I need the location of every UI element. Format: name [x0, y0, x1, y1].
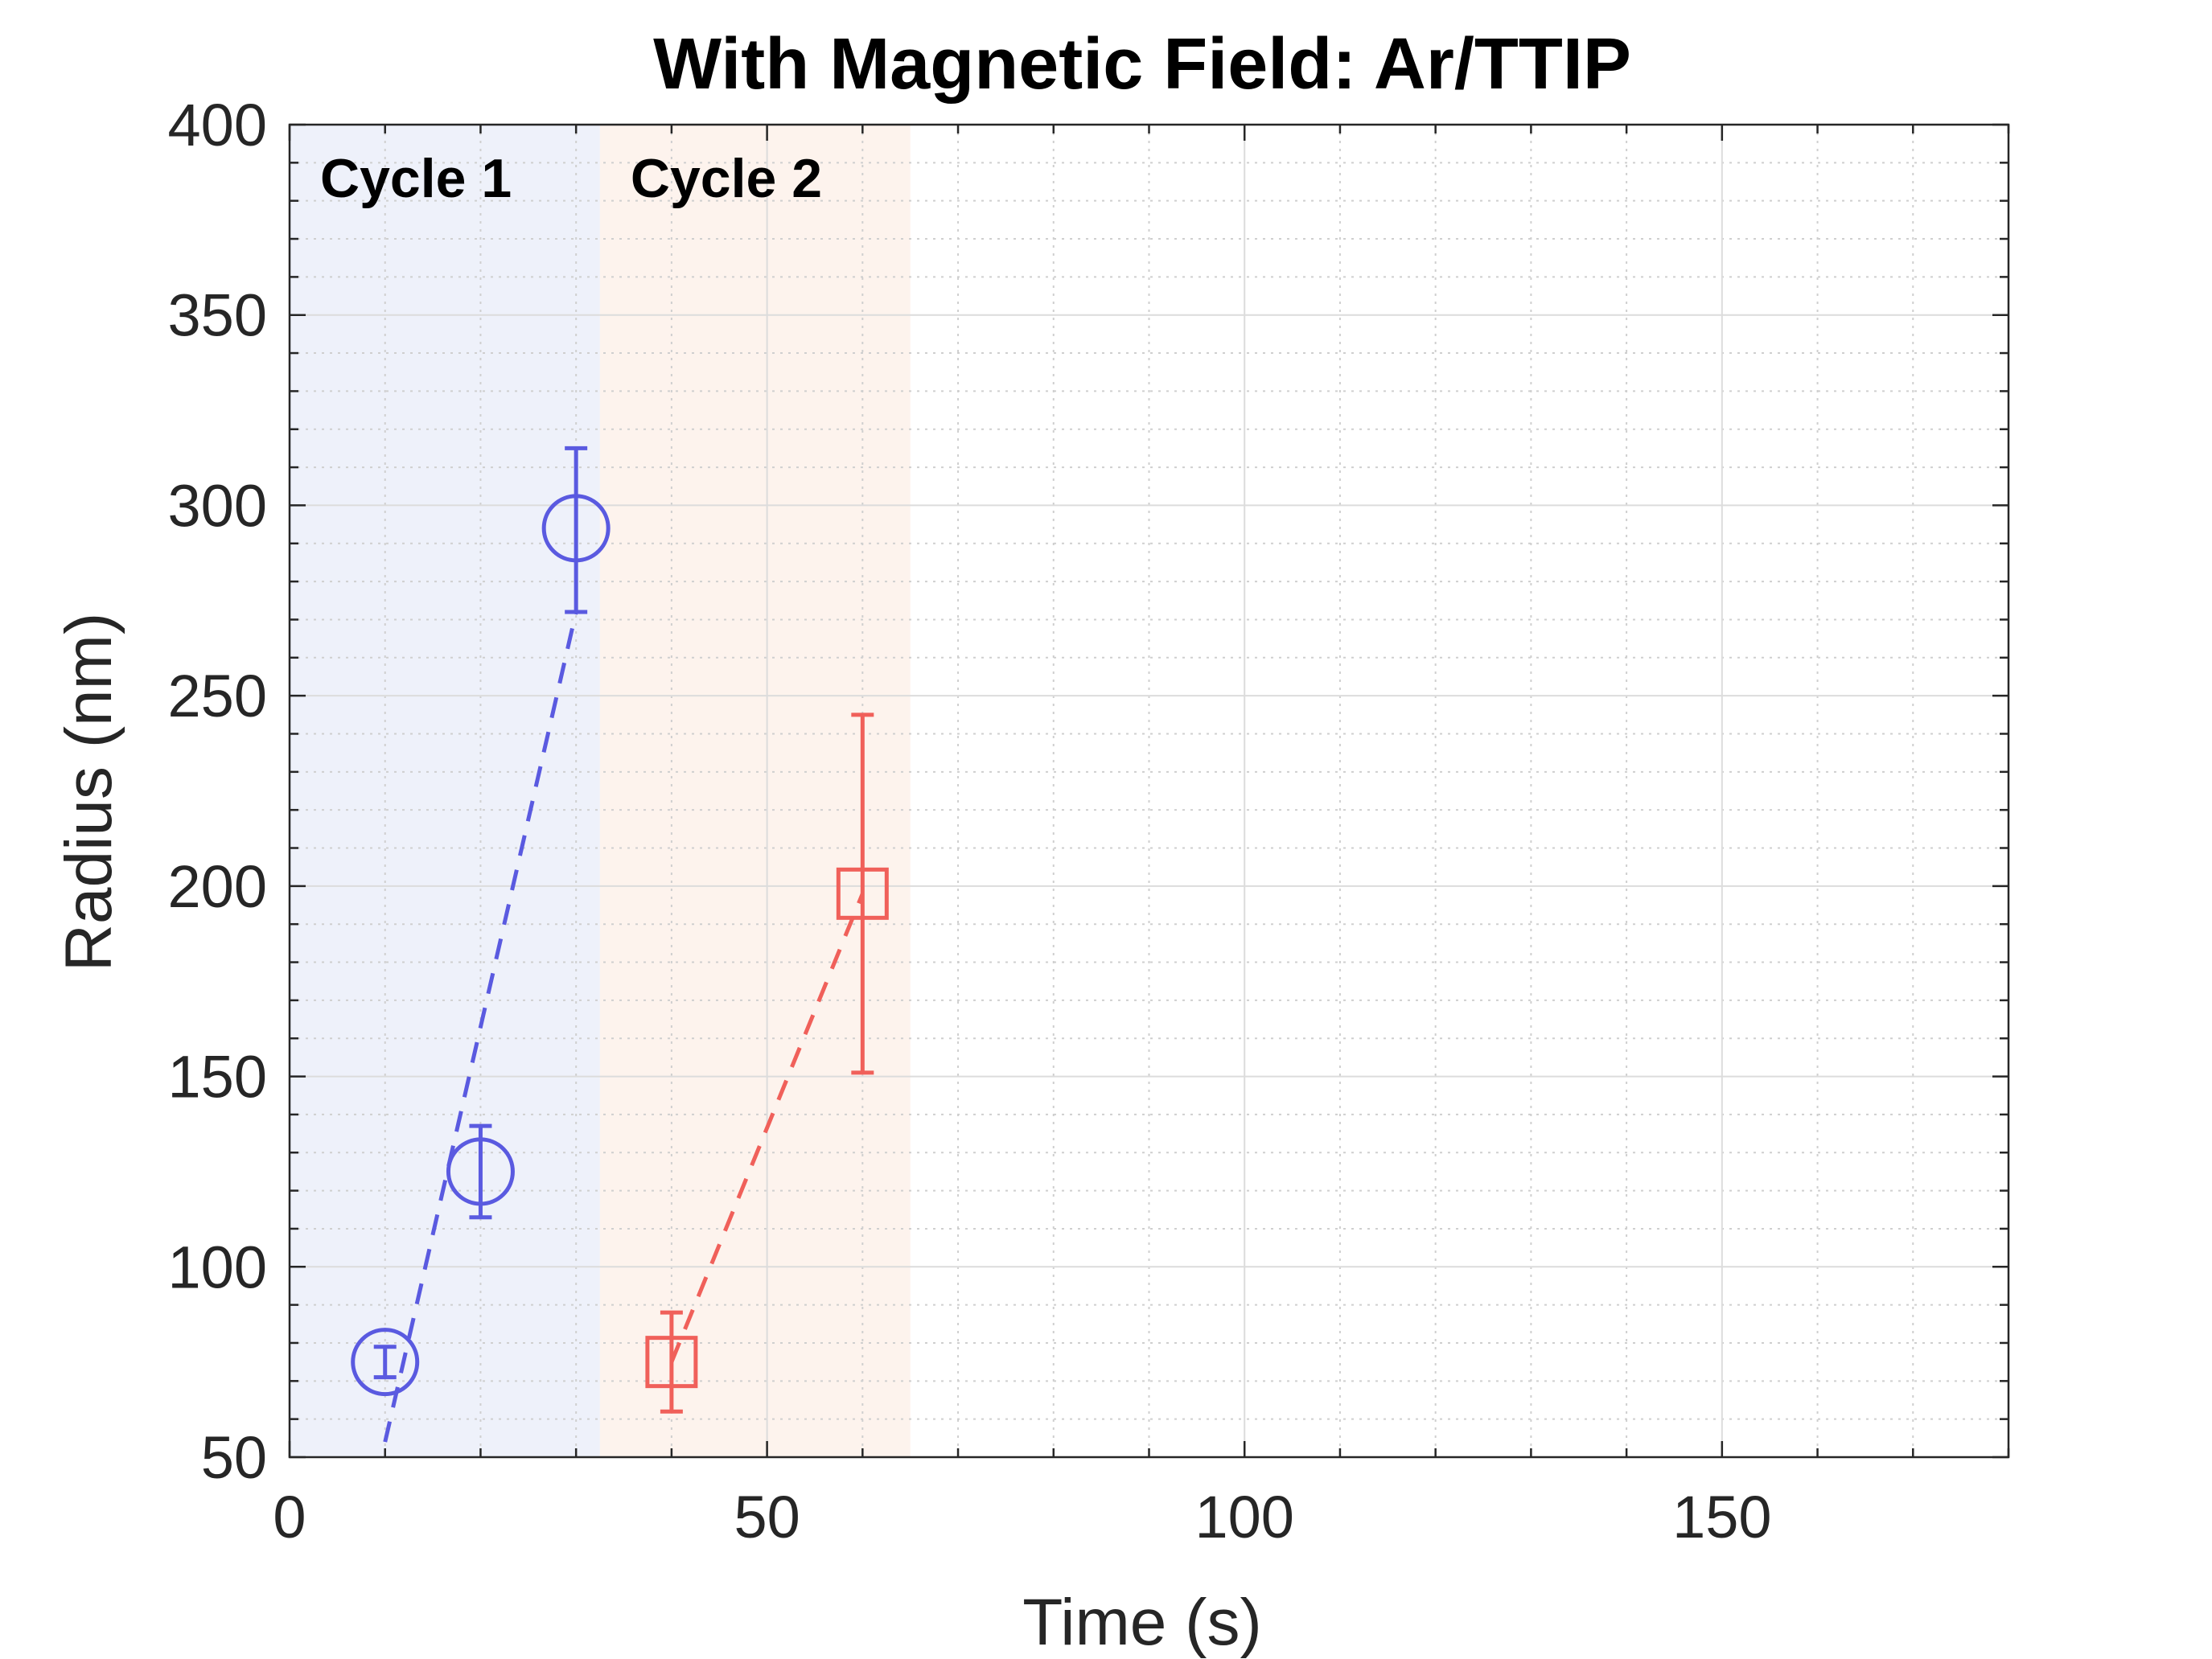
- cycle-bands: [290, 125, 911, 1457]
- band-1: [290, 125, 600, 1457]
- band-labels: Cycle 1 Cycle 2: [320, 148, 822, 209]
- y-tick-label: 50: [201, 1424, 267, 1491]
- data-point-circle: [351, 1328, 420, 1397]
- y-tick-label: 150: [168, 1044, 267, 1111]
- y-tick-label: 100: [168, 1234, 267, 1300]
- data-point-square: [836, 867, 889, 920]
- data-point-square: [645, 1336, 698, 1389]
- x-axis-label: Time (s): [1022, 1586, 1262, 1659]
- x-tick-label: 50: [734, 1484, 800, 1550]
- band-2: [599, 125, 911, 1457]
- y-axis-label: Radius (nm): [52, 613, 125, 972]
- x-tick-label: 150: [1672, 1484, 1771, 1550]
- fit-line-series-1: [383, 611, 578, 1443]
- data-point-circle: [446, 1137, 515, 1206]
- grid-lines: [290, 125, 2008, 1457]
- chart-title: With Magnetic Field: Ar/TTIP: [653, 24, 1631, 105]
- data-markers: [351, 494, 889, 1397]
- y-tick-label: 350: [168, 282, 267, 349]
- fit-lines: [383, 611, 865, 1443]
- y-tick-label: 300: [168, 472, 267, 539]
- band-label-1: Cycle 1: [320, 148, 512, 209]
- x-tick-label: 0: [273, 1484, 306, 1550]
- y-tick-label: 250: [168, 663, 267, 729]
- x-tick-label: 100: [1194, 1484, 1293, 1550]
- band-label-2: Cycle 2: [631, 148, 822, 209]
- axis-ticks: [288, 123, 2010, 1459]
- y-tick-label: 200: [168, 853, 267, 920]
- error-bars: [373, 446, 874, 1414]
- fit-line-series-2: [669, 893, 865, 1363]
- y-tick-label: 400: [168, 92, 267, 158]
- data-point-circle: [541, 494, 611, 563]
